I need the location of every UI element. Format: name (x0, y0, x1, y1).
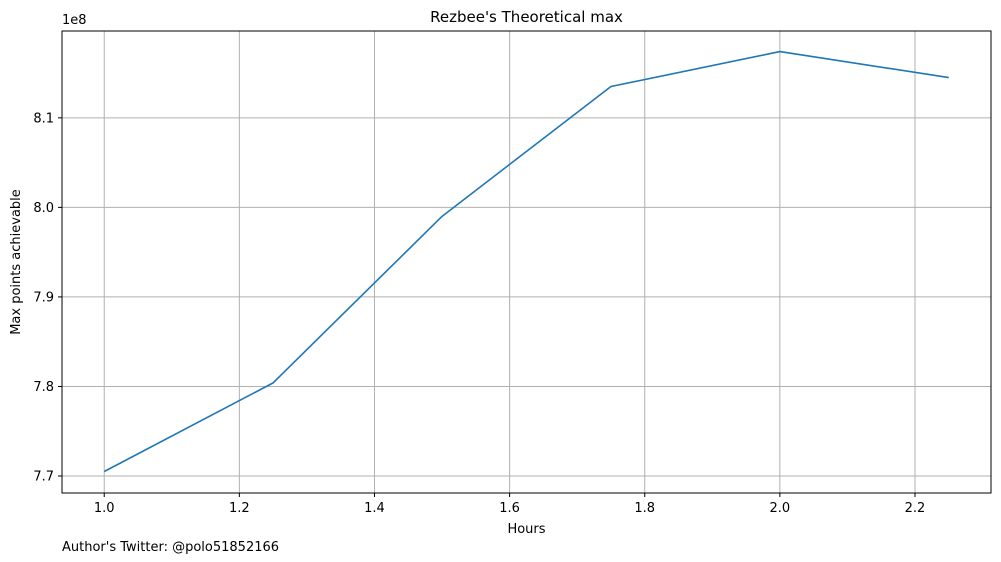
y-tick-label: 8.0 (33, 201, 54, 216)
ticks: 1.0 1.2 1.4 1.6 1.8 2.0 2.2 7.7 7.8 7.9 8.0 8.1 (33, 111, 925, 516)
y-offset-label: 1e8 (62, 13, 87, 28)
x-tick-label: 1.6 (499, 501, 520, 516)
y-tick-label: 7.8 (33, 380, 54, 395)
author-twitter-note: Author's Twitter: @polo51852166 (62, 540, 279, 555)
series-layer (103, 50, 949, 473)
x-tick-label: 1.2 (229, 501, 250, 516)
x-axis-label: Hours (507, 522, 545, 537)
y-tick-label: 7.7 (33, 469, 54, 484)
y-tick-label: 7.9 (33, 290, 54, 305)
x-tick-label: 1.8 (634, 501, 655, 516)
x-tick-label: 2.2 (905, 501, 926, 516)
x-tick-label: 2.0 (770, 501, 791, 516)
plot-frame (61, 30, 992, 494)
chart-title: Rezbee's Theoretical max (430, 8, 623, 26)
x-tick-label: 1.0 (94, 501, 115, 516)
series-line (103, 50, 949, 473)
x-tick-label: 1.4 (364, 501, 385, 516)
y-tick-label: 8.1 (33, 111, 54, 126)
y-axis-label: Max points achievable (9, 189, 24, 335)
grid (62, 31, 991, 493)
